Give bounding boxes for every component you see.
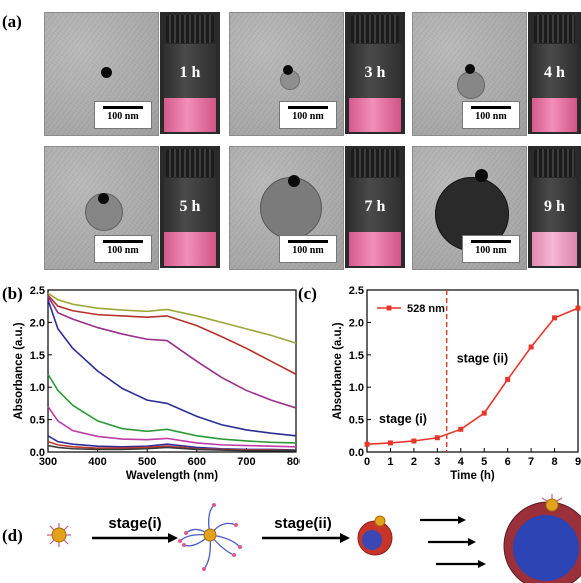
stage-ii-label: stage(ii) xyxy=(274,515,332,532)
gold-core xyxy=(288,175,300,187)
scale-bar: 100 nm xyxy=(94,101,152,129)
y-axis-label: Absorbance (a.u.) xyxy=(13,322,25,419)
scale-bar: 100 nm xyxy=(462,101,520,129)
y-tick-label: 0.5 xyxy=(30,415,45,427)
gold-core xyxy=(475,169,488,182)
tem-image: 100 nm xyxy=(229,146,344,270)
y-tick-label: 2.5 xyxy=(349,285,364,297)
vial-image: 5 h xyxy=(160,146,220,268)
data-point xyxy=(482,411,487,416)
vial-time-label: 7 h xyxy=(345,198,405,216)
x-tick-label: 4 xyxy=(458,456,465,468)
gold-nanoparticle-icon xyxy=(47,523,71,547)
absorbance-time-chart: 0 1 2 3 4 5 6 7 8 9 0.0 0.5 1.0 1.5 2.0 2.5 Time (h) Abso… xyxy=(295,280,581,490)
legend-marker xyxy=(387,306,392,311)
schematic-diagram: stage(i) stage(ii) xyxy=(0,490,581,583)
plot-frame xyxy=(367,290,578,452)
vial-image: 1 h xyxy=(160,12,220,134)
y-tick-label: 0.0 xyxy=(30,447,45,459)
x-tick-label: 7 xyxy=(528,456,534,468)
scale-bar: 100 nm xyxy=(94,235,152,263)
scale-bar: 100 nm xyxy=(462,235,520,263)
x-tick-label: 0 xyxy=(364,456,370,468)
tem-image: 100 nm xyxy=(44,146,159,270)
x-tick-label: 600 xyxy=(188,456,206,468)
vial-image: 3 h xyxy=(345,12,405,134)
vial-image: 4 h xyxy=(528,12,581,134)
gold-core xyxy=(101,67,112,78)
scale-bar: 100 nm xyxy=(279,101,337,129)
data-point xyxy=(458,427,463,432)
x-tick-label: 2 xyxy=(411,456,417,468)
stage-i-label: stage(i) xyxy=(108,515,161,532)
series-line xyxy=(48,300,296,436)
panel-a-label: (a) xyxy=(2,12,22,32)
x-tick-label: 8 xyxy=(551,456,557,468)
x-tick-label: 9 xyxy=(575,456,581,468)
gold-core xyxy=(98,193,109,204)
series-line xyxy=(48,374,296,443)
polymer-coated-nanoparticle-icon xyxy=(178,503,242,571)
y-tick-label: 2.0 xyxy=(349,317,364,329)
data-point xyxy=(435,435,440,440)
tem-image: 100 nm xyxy=(412,12,527,136)
vial-time-label: 4 h xyxy=(528,64,581,82)
scale-bar: 100 nm xyxy=(279,235,337,263)
x-tick-label: 1 xyxy=(387,456,393,468)
plot-frame xyxy=(48,290,296,452)
x-axis-label: Time (h) xyxy=(450,470,495,482)
x-tick-label: 5 xyxy=(481,456,487,468)
data-point xyxy=(552,315,557,320)
uv-vis-spectra-chart: 300 400 500 600 700 800 0.0 0.5 1.0 1.5 2.0 2.5 Wave… xyxy=(0,280,300,490)
gold-core xyxy=(465,64,475,74)
x-axis-label: Wavelength (nm) xyxy=(126,470,218,482)
y-tick-label: 1.5 xyxy=(30,350,45,362)
y-tick-label: 0.5 xyxy=(349,415,364,427)
vial-image: 9 h xyxy=(528,146,581,268)
data-point xyxy=(365,442,370,447)
x-tick-label: 500 xyxy=(138,456,156,468)
series-line xyxy=(48,295,296,374)
vial-time-label: 1 h xyxy=(160,64,220,82)
x-tick-label: 3 xyxy=(434,456,440,468)
x-tick-label: 400 xyxy=(88,456,106,468)
y-tick-label: 1.0 xyxy=(30,382,45,394)
large-core-shell-particle-icon xyxy=(504,494,581,583)
y-tick-label: 1.5 xyxy=(349,350,364,362)
data-point xyxy=(529,345,534,350)
data-point xyxy=(411,438,416,443)
shell xyxy=(457,71,485,99)
tem-image: 100 nm xyxy=(412,146,527,270)
tem-image: 100 nm xyxy=(44,12,159,136)
gold-core xyxy=(283,65,293,75)
data-point xyxy=(505,377,510,382)
stage-ii-annotation: stage (ii) xyxy=(457,352,508,366)
vial-time-label: 9 h xyxy=(528,198,581,216)
data-point xyxy=(576,306,581,311)
stage-i-annotation: stage (i) xyxy=(379,412,427,426)
y-tick-label: 1.0 xyxy=(349,382,364,394)
y-tick-label: 2.0 xyxy=(30,317,45,329)
vial-time-label: 3 h xyxy=(345,64,405,82)
y-axis-label: Absorbance (a.u.) xyxy=(332,322,344,419)
legend-label: 528 nm xyxy=(407,303,445,315)
vial-image: 7 h xyxy=(345,146,405,268)
tem-image: 100 nm xyxy=(229,12,344,136)
y-tick-label: 2.5 xyxy=(30,285,45,297)
core-shell-particle-icon xyxy=(358,516,392,555)
vial-time-label: 5 h xyxy=(160,198,220,216)
x-tick-label: 700 xyxy=(237,456,255,468)
x-tick-label: 6 xyxy=(505,456,511,468)
y-tick-label: 0.0 xyxy=(349,447,364,459)
data-point xyxy=(388,440,393,445)
